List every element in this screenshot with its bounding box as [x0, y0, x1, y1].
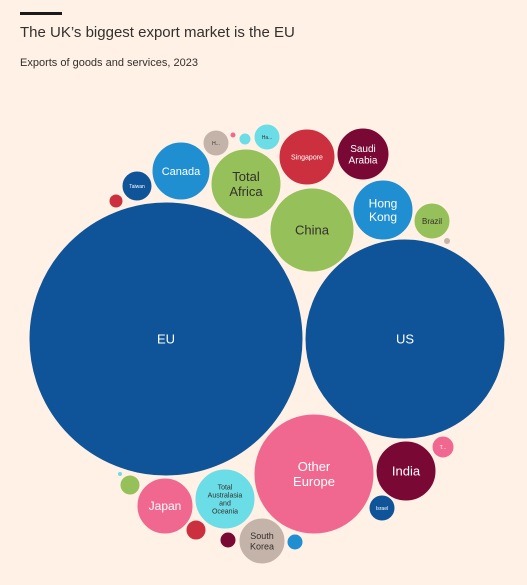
bubble-saudi-arabia	[336, 127, 390, 181]
bubble-unlabeled-28	[117, 471, 123, 477]
bubble-unlabeled-21	[108, 193, 124, 209]
bubble-label-total-australasia-and-oceania: Total Australasia and Oceania	[208, 484, 243, 515]
bubble-layer: EU US Other Europe China Total Africa India Hong…	[28, 123, 506, 565]
bubble-label-japan: Japan	[149, 499, 182, 513]
bubble-eu	[28, 201, 304, 477]
bubble-china	[269, 187, 355, 273]
bubble-unlabeled-25	[443, 237, 451, 245]
bubble-label-taiwan: Taiwan	[129, 184, 145, 190]
bubble-label-ha: Ha...	[262, 135, 273, 141]
bubble-singapore	[278, 128, 336, 186]
bubble-us	[304, 238, 506, 440]
bubble-hong-kong	[352, 179, 414, 241]
bubble-unlabeled-26	[229, 131, 237, 139]
bubble-canada	[151, 141, 211, 201]
bubble-ha	[253, 123, 281, 151]
bubble-label-brazil: Brazil	[422, 217, 442, 226]
top-rule	[20, 12, 62, 15]
bubble-unlabeled-27	[238, 132, 252, 146]
bubble-label-eu: EU	[157, 332, 175, 347]
bubble-label-canada: Canada	[162, 166, 201, 178]
bubble-total-australasia-and-oceania	[194, 468, 256, 530]
bubble-unlabeled-20	[185, 519, 207, 541]
bubble-label-saudi-arabia: Saudi Arabia	[349, 144, 378, 167]
bubble-label-total-africa: Total Africa	[229, 169, 263, 199]
bubble-israel	[368, 494, 396, 522]
bubble-t	[431, 435, 455, 459]
bubble-label-israel: Israel	[376, 506, 388, 512]
bubble-label-other-europe: Other Europe	[293, 459, 335, 489]
bubble-h	[202, 129, 230, 157]
bubble-label-us: US	[396, 332, 414, 347]
bubble-label-hong-kong: Hong Kong	[369, 196, 398, 224]
bubble-japan	[136, 477, 194, 535]
bubble-label-singapore: Singapore	[291, 154, 323, 161]
bubble-label-china: China	[295, 223, 330, 238]
chart-title: The UK’s biggest export market is the EU	[20, 24, 295, 41]
bubble-label-t: T...	[440, 445, 447, 451]
chart-subtitle: Exports of goods and services, 2023	[20, 57, 198, 69]
bubble-label-h: H...	[212, 141, 220, 147]
bubble-south-korea	[238, 517, 286, 565]
bubble-label-south-korea: South Korea	[250, 531, 274, 551]
bubble-unlabeled-22	[219, 531, 237, 549]
bubble-total-africa	[210, 148, 282, 220]
bubble-taiwan	[121, 170, 153, 202]
bubble-india	[375, 440, 437, 502]
bubble-unlabeled-24	[286, 533, 304, 551]
bubble-unlabeled-23	[119, 474, 141, 496]
bubble-other-europe	[253, 413, 375, 535]
bubble-brazil	[413, 202, 451, 240]
bubble-label-india: India	[392, 464, 421, 479]
